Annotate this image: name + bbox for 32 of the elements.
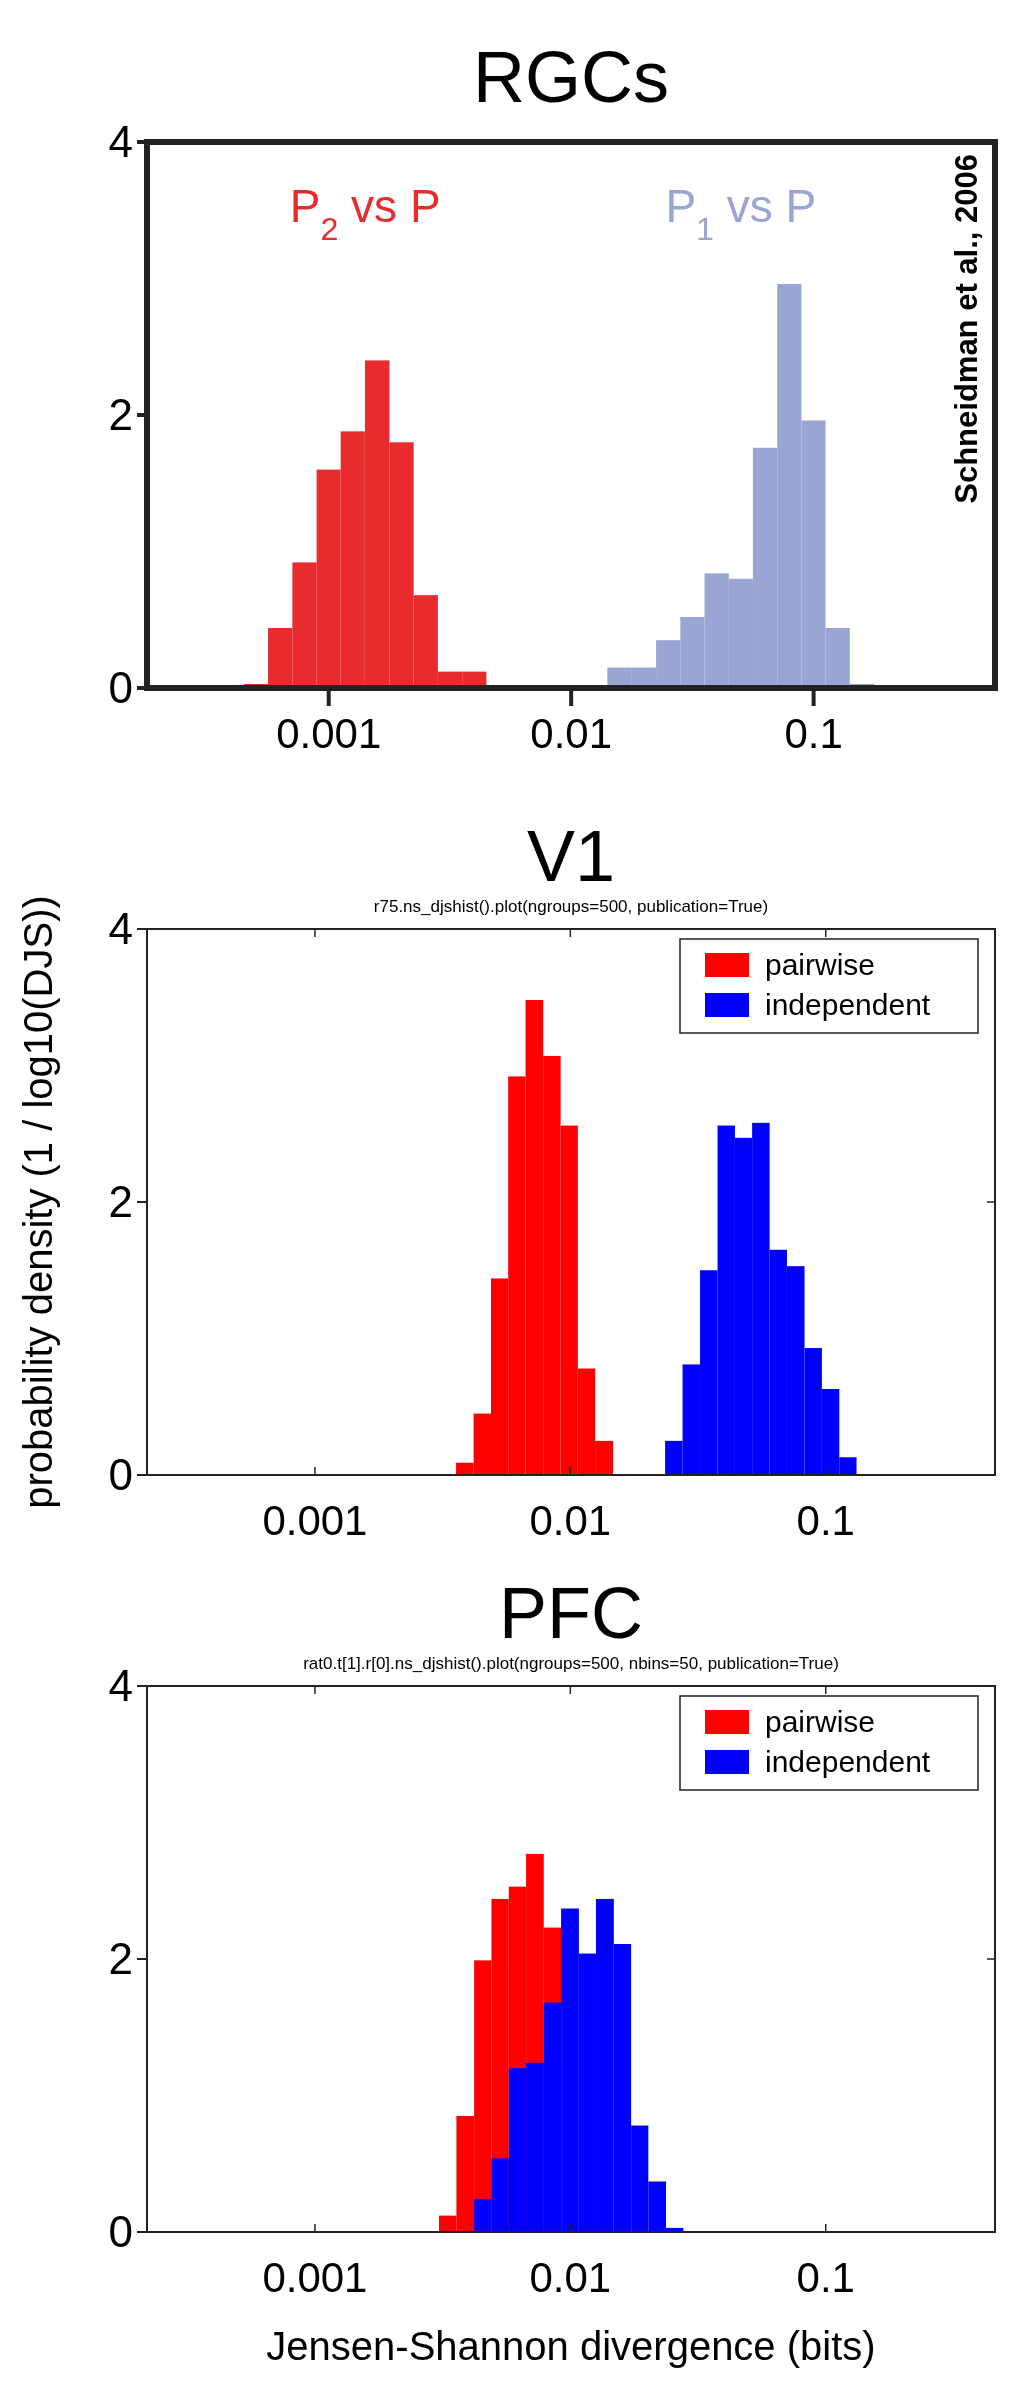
chart-title: PFC <box>499 1573 643 1653</box>
y-tick-label: 0 <box>108 1450 133 1499</box>
y-tick-label: 2 <box>108 1934 133 1983</box>
chart-subtitle: rat0.t[1].r[0].ns_djshist().plot(ngroups=500, nbins=50, publication=True) <box>303 1654 839 1673</box>
x-tick-label: 0.01 <box>530 710 613 757</box>
legend-label: pairwise <box>765 1705 876 1738</box>
y-tick-label: 0 <box>108 663 133 712</box>
x-tick-label: 0.1 <box>784 710 843 757</box>
legend-label: independent <box>765 988 931 1021</box>
x-tick-label: 0.1 <box>796 2254 855 2301</box>
y-tick-label: 4 <box>108 1661 133 1710</box>
y-tick-label: 4 <box>108 904 133 953</box>
y-tick-label: 2 <box>108 390 133 439</box>
annotation: Schneidman et al., 2006 <box>949 154 984 504</box>
y-tick-label: 4 <box>108 117 133 166</box>
x-tick-label: 0.1 <box>796 1497 855 1544</box>
series-label: P$_{1}$ vs P <box>665 180 817 247</box>
chart-title: RGCs <box>473 37 669 117</box>
y-tick-label: 0 <box>108 2207 133 2256</box>
text: P$_{2}$ vs P <box>289 180 441 247</box>
x-tick-label: 0.001 <box>276 710 382 757</box>
x-tick-label: 0.01 <box>529 1497 612 1544</box>
x-tick-label: 0.001 <box>262 1497 368 1544</box>
y-tick-label: 2 <box>108 1177 133 1226</box>
legend-label: independent <box>765 1745 931 1778</box>
y-axis-title: probability density (1 / log10(DJS)) <box>16 895 60 1509</box>
legend-label: pairwise <box>765 948 876 981</box>
chart-title: V1 <box>526 816 616 896</box>
x-axis-title: Jensen-Shannon divergence (bits) <box>266 2324 876 2368</box>
x-tick-label: 0.01 <box>529 2254 612 2301</box>
x-tick-label: 0.001 <box>262 2254 368 2301</box>
chart-subtitle: r75.ns_djshist().plot(ngroups=500, publication=True) <box>373 897 769 916</box>
